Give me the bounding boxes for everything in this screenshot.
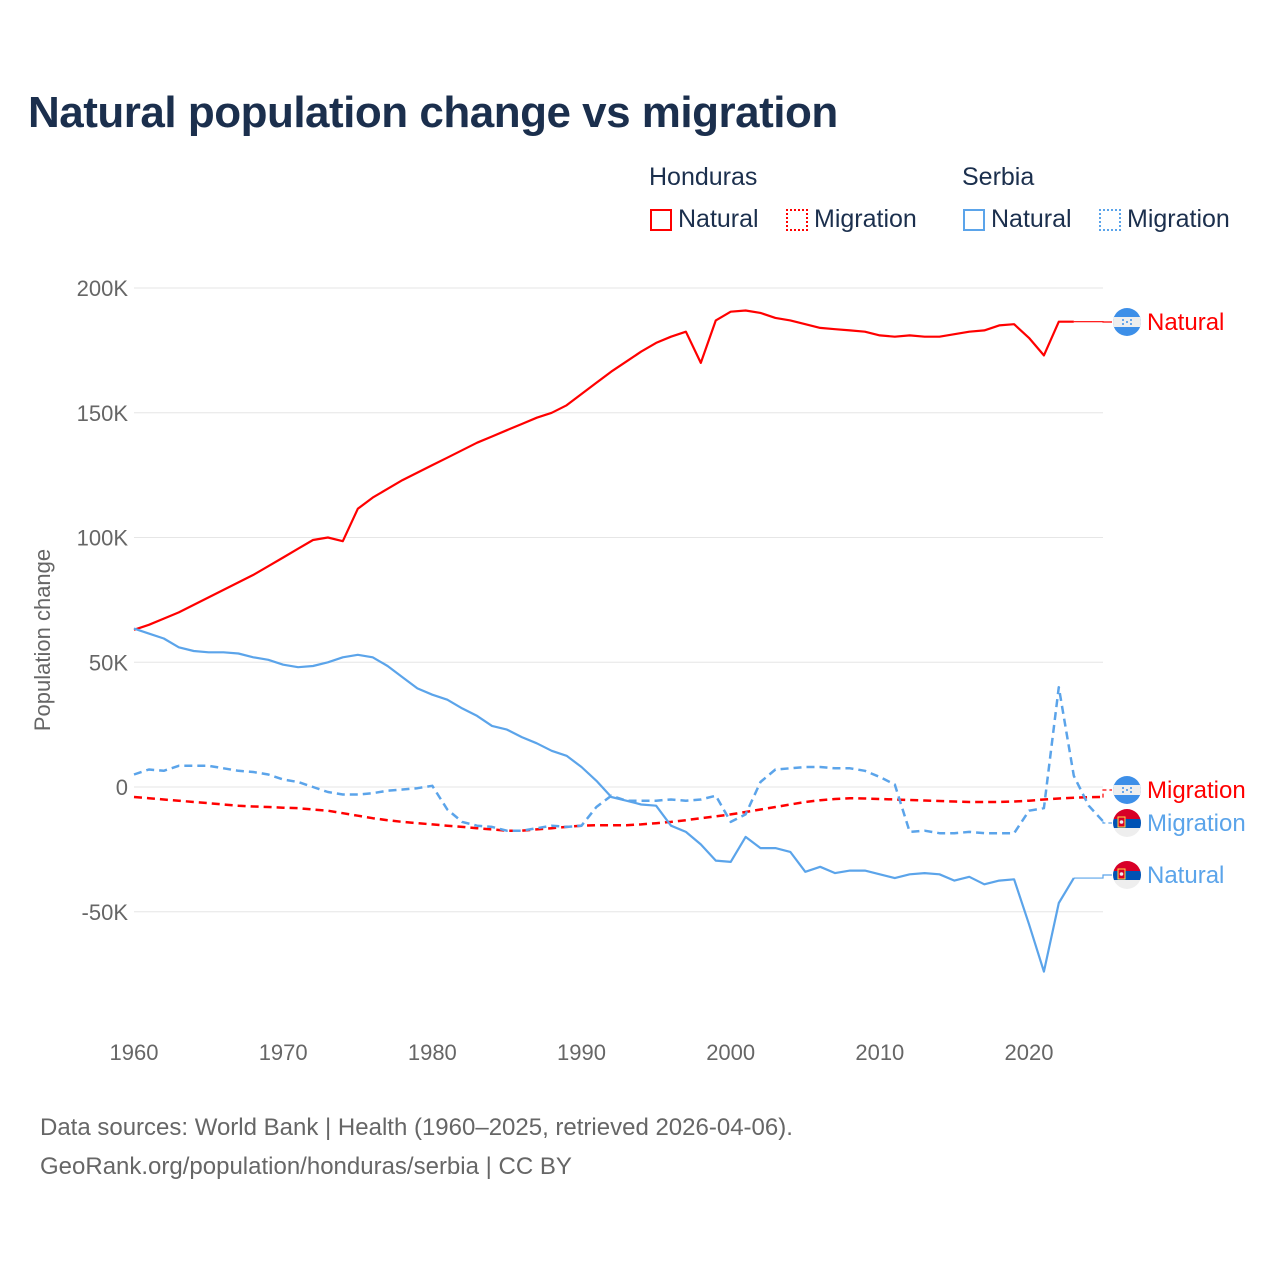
honduras-flag-icon xyxy=(1113,776,1141,804)
end-label-serbia-migration: Migration xyxy=(1147,810,1246,837)
y-tick-label: 0 xyxy=(116,775,128,800)
y-tick-label: 200K xyxy=(77,276,129,301)
legend-serbia-migration[interactable]: Migration xyxy=(1099,205,1230,234)
legend-swatch-solid-red xyxy=(650,208,672,231)
series-line-honduras-natural[interactable] xyxy=(133,309,1074,631)
legend-serbia-natural[interactable]: Natural xyxy=(963,205,1072,234)
legend-swatch-dotted-blue xyxy=(1099,208,1121,231)
serbia-flag-icon xyxy=(1113,809,1141,837)
x-tick-label: 1990 xyxy=(557,1040,606,1065)
legend-label: Migration xyxy=(1127,205,1230,233)
source-line-1: Data sources: World Bank | Health (1960–… xyxy=(40,1114,793,1141)
y-axis-label: Population change xyxy=(30,549,55,731)
end-label-serbia-natural: Natural xyxy=(1147,862,1224,889)
legend-swatch-dotted-red xyxy=(786,208,808,231)
end-connector xyxy=(1102,821,1112,824)
series-line-serbia-migration[interactable] xyxy=(133,685,1105,835)
legend-label: Migration xyxy=(814,205,917,233)
series-line-honduras-migration[interactable] xyxy=(133,795,1104,832)
x-tick-label: 2020 xyxy=(1005,1040,1054,1065)
x-tick-label: 1980 xyxy=(408,1040,457,1065)
legend-group-serbia: Serbia xyxy=(962,163,1035,191)
legend-group-honduras: Honduras xyxy=(649,163,758,191)
legend-honduras-migration[interactable]: Migration xyxy=(786,205,917,234)
source-note: Data sources: World Bank | Health (1960–… xyxy=(40,1108,793,1186)
end-connector xyxy=(1073,874,1112,879)
end-label-honduras-natural: Natural xyxy=(1147,309,1224,336)
chart-title: Natural population change vs migration xyxy=(28,88,838,137)
honduras-flag-icon xyxy=(1113,308,1141,336)
y-tick-label: -50K xyxy=(82,900,129,925)
legend-label: Natural xyxy=(678,205,759,233)
end-connector xyxy=(1102,789,1112,798)
y-tick-label: 50K xyxy=(89,650,128,675)
x-tick-label: 1970 xyxy=(259,1040,308,1065)
x-tick-label: 2000 xyxy=(706,1040,755,1065)
source-line-2[interactable]: GeoRank.org/population/honduras/serbia |… xyxy=(40,1153,572,1180)
legend-swatch-solid-blue xyxy=(963,208,985,231)
x-tick-label: 1960 xyxy=(110,1040,159,1065)
y-tick-label: 100K xyxy=(77,526,129,551)
end-label-honduras-migration: Migration xyxy=(1147,777,1246,804)
legend-honduras-natural[interactable]: Natural xyxy=(650,205,759,234)
series-line-serbia-natural[interactable] xyxy=(133,627,1075,973)
legend-label: Natural xyxy=(991,205,1072,233)
x-tick-label: 2010 xyxy=(855,1040,904,1065)
serbia-flag-icon xyxy=(1113,861,1141,889)
y-tick-label: 150K xyxy=(77,401,129,426)
